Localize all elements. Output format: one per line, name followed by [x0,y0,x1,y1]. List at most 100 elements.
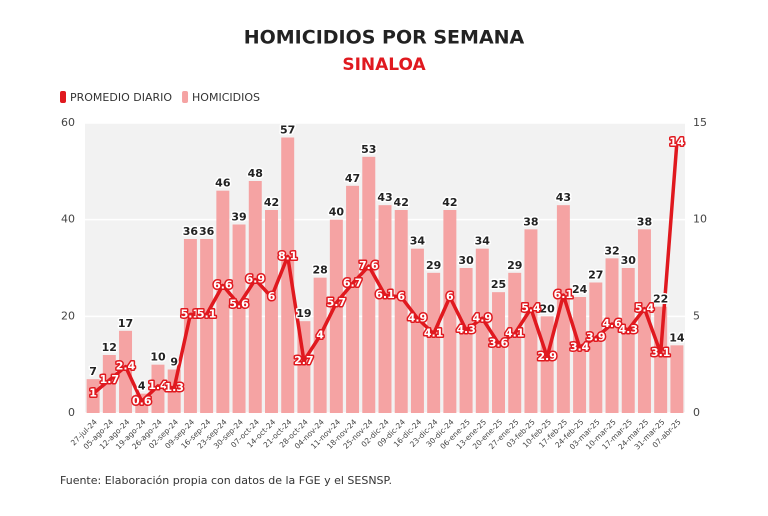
y2-tick-label: 5 [693,309,700,322]
line-value-label: 1.3 [164,381,184,394]
bar-value-label: 47 [345,172,360,185]
bar [329,219,343,413]
bar-value-label: 20 [540,302,556,315]
line-value-label: 4.3 [618,323,638,336]
line-value-label: 6.9 [246,273,266,286]
y2-tick-label: 10 [693,213,707,226]
bar-value-label: 4 [138,380,146,393]
bar-value-label: 42 [442,196,457,209]
bar-value-label: 32 [604,244,619,257]
bar [540,316,554,413]
legend-label: HOMICIDIOS [192,91,260,104]
bar [183,239,197,413]
line-value-label: 1.4 [148,379,168,392]
bar [589,282,603,413]
line-value-label: 5.4 [521,302,541,315]
bar [605,258,619,413]
bar-value-label: 36 [183,225,199,238]
bar [637,229,651,413]
bar-value-label: 34 [475,235,491,248]
line-value-label: 3.6 [489,336,509,349]
bar-value-label: 30 [458,254,474,267]
bar [216,190,230,413]
bar-value-label: 30 [621,254,637,267]
line-value-label: 0.6 [132,394,152,407]
bar-value-label: 34 [410,235,426,248]
bar [119,330,133,413]
line-value-label: 4 [316,329,324,342]
bar-value-label: 36 [199,225,215,238]
bar [459,268,473,413]
bar-value-label: 42 [264,196,279,209]
y2-tick-label: 0 [693,406,700,419]
bar-value-label: 38 [523,215,538,228]
line-value-label: 4.6 [602,317,622,330]
line-value-label: 5.6 [229,298,249,311]
bar [378,205,392,413]
bar-value-label: 43 [556,191,571,204]
bar-value-label: 12 [102,341,117,354]
line-value-label: 14 [669,135,685,148]
bar [621,268,635,413]
bar [102,355,116,413]
y-tick-label: 40 [61,213,75,226]
y-tick-label: 60 [61,116,75,129]
bar [151,364,165,413]
bar [654,306,668,413]
line-value-label: 4.9 [473,311,493,324]
line-value-label: 1 [89,387,97,400]
bar-value-label: 57 [280,124,295,137]
line-value-label: 6 [397,290,405,303]
bar-value-label: 19 [296,307,311,320]
bar [232,224,246,413]
line-value-label: 6.1 [554,288,574,301]
bar-value-label: 38 [637,215,652,228]
line-value-label: 3.4 [570,340,590,353]
bar-value-label: 14 [669,331,685,344]
bar-value-label: 27 [588,269,603,282]
line-value-label: 2.4 [116,360,136,373]
chart-subtitle: SINALOA [342,55,426,75]
bar [508,272,522,413]
line-value-label: 2.7 [294,354,314,367]
bar [86,379,100,413]
line-value-label: 4.1 [505,327,525,340]
line-value-label: 3.1 [651,346,671,359]
bar-value-label: 25 [491,278,506,291]
bar-value-label: 7 [89,365,97,378]
y-tick-label: 0 [68,406,75,419]
line-value-label: 4.9 [408,311,428,324]
bar-value-label: 28 [312,264,327,277]
line-value-label: 5.1 [197,307,217,320]
line-series [91,142,679,404]
bar-value-label: 53 [361,143,376,156]
line-value-label: 6.7 [343,276,363,289]
legend-label: PROMEDIO DIARIO [70,91,172,104]
bar [200,239,214,413]
chart-title: HOMICIDIOS POR SEMANA [244,27,525,49]
bar-value-label: 24 [572,283,588,296]
bar [362,156,376,414]
bar [394,210,408,413]
bar [313,277,327,413]
y2-tick-label: 15 [693,116,707,129]
legend-swatch [60,91,66,103]
line-value-label: 8.1 [278,249,298,262]
line-value-label: 2.9 [537,350,557,363]
bar [410,248,424,413]
bar-value-label: 42 [394,196,409,209]
bar [573,297,587,413]
line-value-label: 6 [268,290,276,303]
bar [443,210,457,413]
bar [670,345,684,413]
bar-value-label: 39 [231,211,246,224]
line-value-label: 1.7 [100,373,120,386]
bar [346,185,360,413]
bar [556,205,570,413]
line-value-label: 4.3 [456,323,476,336]
bar-value-label: 48 [248,167,263,180]
line-value-label: 6 [446,290,454,303]
line-value-label: 3.9 [586,331,606,344]
